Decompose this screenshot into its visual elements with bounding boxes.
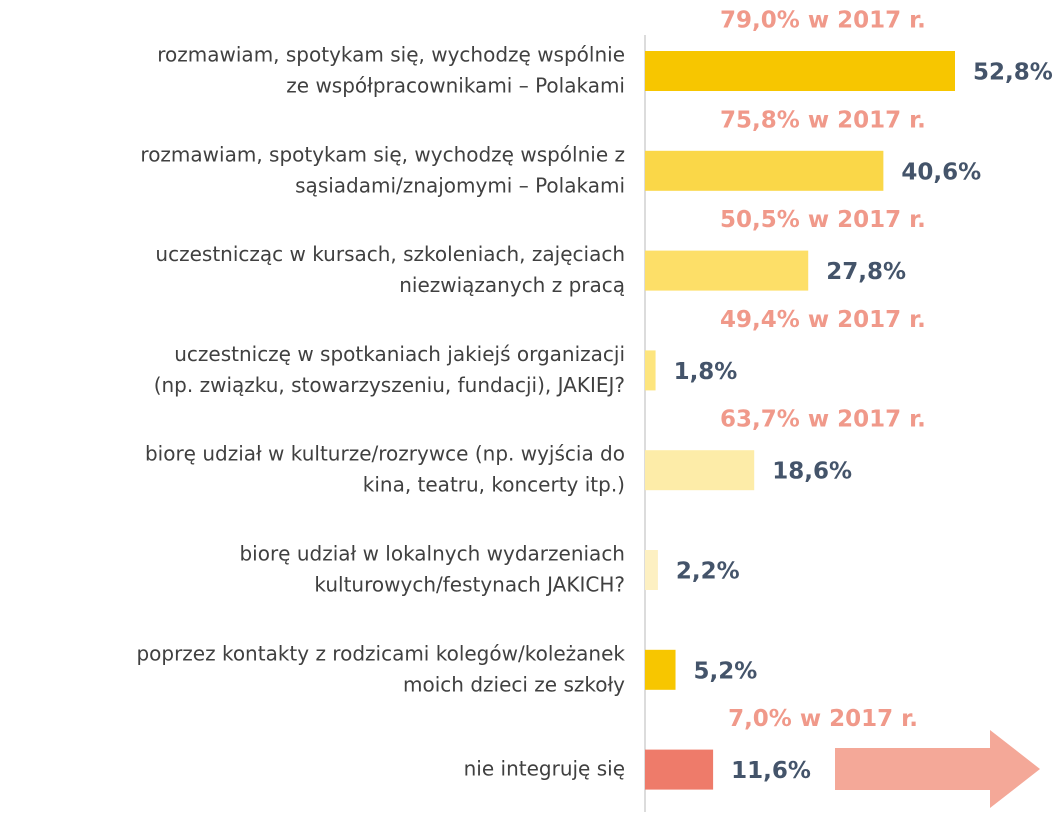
bar xyxy=(645,649,676,690)
value-label: 5,2% xyxy=(694,658,758,684)
bar xyxy=(645,749,714,790)
annotation-2017: 50,5% w 2017 r. xyxy=(720,207,926,233)
value-label: 27,8% xyxy=(826,259,906,285)
annotation-2017: 49,4% w 2017 r. xyxy=(720,307,926,333)
category-label: uczestnicząc w kursach, szkoleniach, zaj… xyxy=(155,242,625,297)
value-label: 2,2% xyxy=(676,559,740,585)
category-label: biorę udział w lokalnych wydarzeniach kul… xyxy=(239,541,625,596)
category-label: biorę udział w kulturze/rozrywce (np. wy… xyxy=(145,441,625,496)
bar xyxy=(645,350,656,391)
value-label: 1,8% xyxy=(674,359,738,385)
category-label: uczestniczę w spotkaniach jakiejś organi… xyxy=(154,341,625,396)
value-label: 52,8% xyxy=(973,60,1053,86)
value-label: 40,6% xyxy=(901,159,981,185)
category-label: rozmawiam, spotykam się, wychodzę wspóln… xyxy=(157,42,625,97)
trend-arrow xyxy=(835,730,1040,808)
annotation-2017: 7,0% w 2017 r. xyxy=(728,706,918,732)
bar xyxy=(645,250,809,291)
annotation-2017: 79,0% w 2017 r. xyxy=(720,8,926,34)
annotation-2017: 75,8% w 2017 r. xyxy=(720,107,926,133)
value-label: 11,6% xyxy=(731,758,811,784)
bar xyxy=(645,450,755,491)
annotation-2017: 63,7% w 2017 r. xyxy=(720,407,926,433)
bar xyxy=(645,150,884,191)
bar xyxy=(645,51,955,91)
category-label: rozmawiam, spotykam się, wychodzę wspóln… xyxy=(140,142,625,197)
bar xyxy=(645,550,658,590)
category-label: poprzez kontakty z rodzicami kolegów/kol… xyxy=(136,641,625,696)
value-label: 18,6% xyxy=(772,459,852,485)
category-label: nie integruję się xyxy=(464,756,625,780)
